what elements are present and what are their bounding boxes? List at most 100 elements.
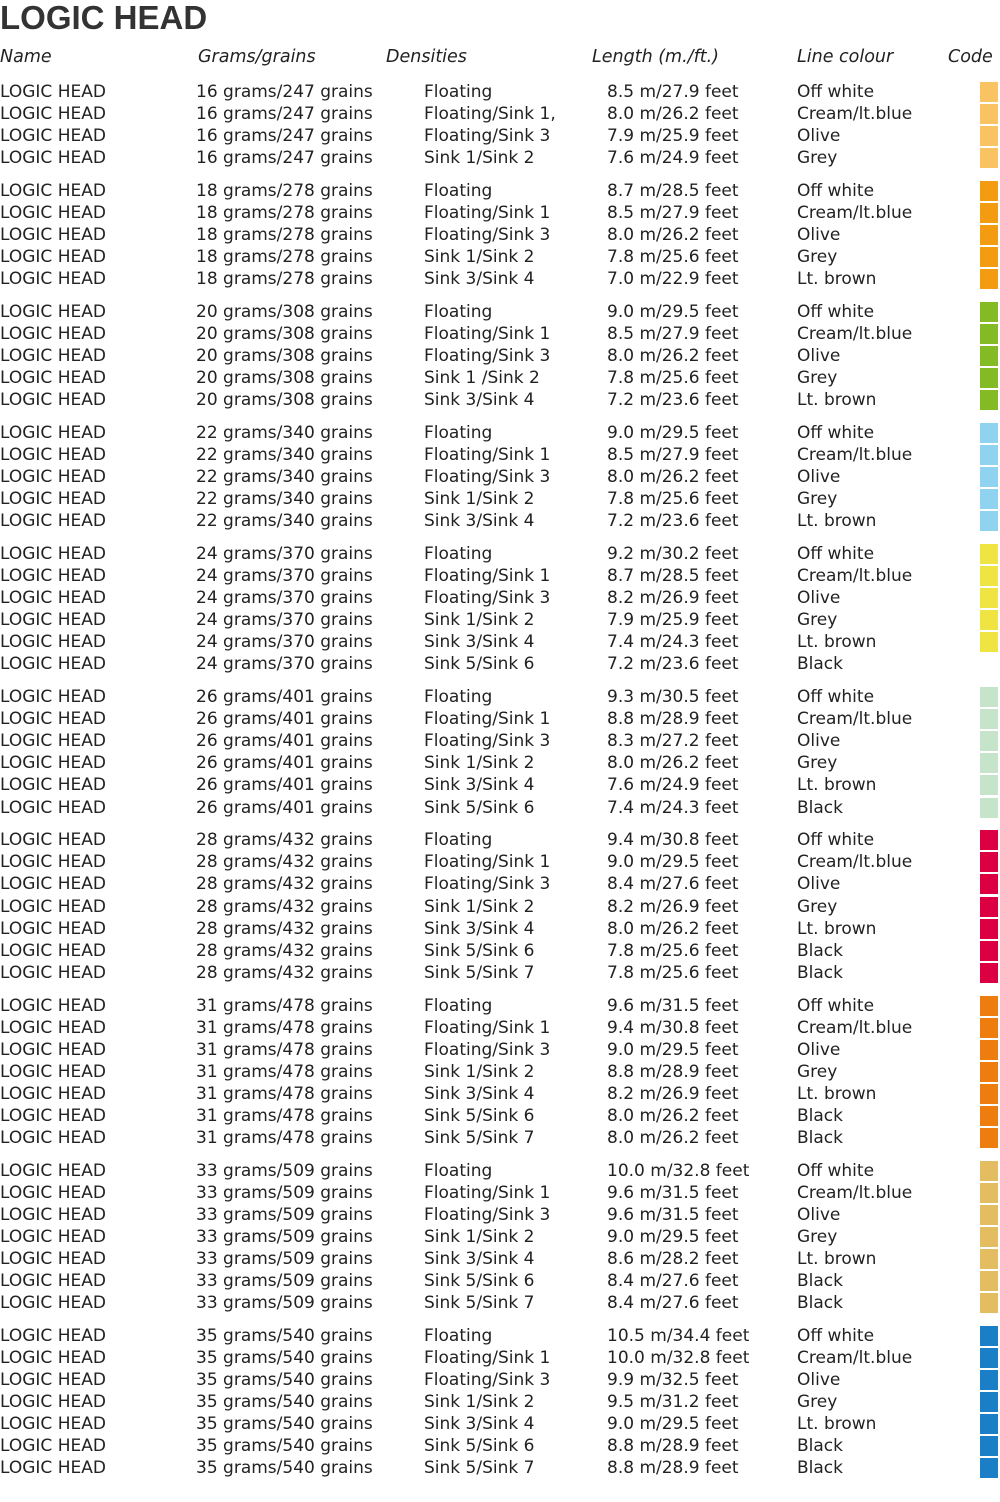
name: LOGIC HEAD: [0, 1270, 106, 1291]
length: 7.2 m/23.6 feet: [607, 654, 739, 675]
density: Sink 1/Sink 2: [424, 148, 535, 169]
line-colour: Black: [797, 797, 843, 818]
code-swatch: [980, 588, 998, 609]
line-colour: Lt. brown: [797, 511, 877, 532]
code-swatch: [980, 126, 998, 147]
line-colour: Off white: [797, 302, 875, 323]
weight: 22 grams/340 grains: [196, 511, 373, 532]
length: 9.2 m/30.2 feet: [607, 544, 739, 565]
line-colour: Cream/lt.blue: [797, 324, 913, 345]
name: LOGIC HEAD: [0, 775, 106, 796]
density: Floating/Sink 1: [424, 1182, 551, 1203]
density: Floating: [424, 423, 493, 444]
density: Floating/Sink 3: [424, 874, 551, 895]
name: LOGIC HEAD: [0, 1248, 106, 1269]
name: LOGIC HEAD: [0, 423, 106, 444]
line-colour: Grey: [797, 1226, 838, 1247]
density: Floating: [424, 181, 493, 201]
name: LOGIC HEAD: [0, 324, 106, 345]
name: LOGIC HEAD: [0, 181, 106, 201]
density: Sink 1/Sink 2: [424, 247, 535, 268]
length: 7.9 m/25.9 feet: [607, 610, 739, 631]
density: Floating/Sink 3: [424, 1204, 551, 1225]
length: 7.8 m/25.6 feet: [607, 368, 739, 389]
name: LOGIC HEAD: [0, 445, 106, 466]
line-colour: Olive: [797, 1204, 841, 1225]
code-swatch: [980, 1017, 998, 1038]
length: 9.0 m/29.5 feet: [607, 852, 739, 873]
name: LOGIC HEAD: [0, 962, 106, 983]
weight: 20 grams/308 grains: [196, 346, 373, 367]
name: LOGIC HEAD: [0, 1160, 106, 1181]
code-swatch: [980, 566, 998, 587]
line-colour: Lt. brown: [797, 918, 877, 939]
length: 7.4 m/24.3 feet: [607, 632, 739, 653]
code-swatch: [980, 225, 998, 246]
density: Floating: [424, 995, 493, 1016]
density: Floating: [424, 544, 493, 565]
name: LOGIC HEAD: [0, 544, 106, 565]
density: Floating: [424, 82, 493, 102]
density: Floating: [424, 1160, 493, 1181]
code-swatch: [980, 423, 998, 444]
length: 10.0 m/32.8 feet: [607, 1160, 750, 1181]
density: Sink 5/Sink 6: [424, 797, 535, 818]
length: 9.9 m/32.5 feet: [607, 1369, 739, 1390]
code-swatch: [980, 269, 998, 290]
length: 8.4 m/27.6 feet: [607, 1292, 739, 1313]
weight: 22 grams/340 grains: [196, 423, 373, 444]
length: 9.0 m/29.5 feet: [607, 423, 739, 444]
column-header: Code: [948, 47, 993, 67]
density: Floating/Sink 1: [424, 445, 551, 466]
density: Sink 3/Sink 4: [424, 511, 535, 532]
density: Sink 5/Sink 7: [424, 1292, 535, 1313]
density: Floating: [424, 302, 493, 323]
weight: 18 grams/278 grains: [196, 269, 373, 290]
weight: 31 grams/478 grains: [196, 1017, 373, 1038]
weight: 33 grams/509 grains: [196, 1248, 373, 1269]
line-colour: Grey: [797, 610, 838, 631]
code-swatch: [980, 632, 998, 653]
code-swatch: [980, 324, 998, 345]
code-swatch: [980, 1182, 998, 1203]
weight: 28 grams/432 grains: [196, 874, 373, 895]
line-colour: Black: [797, 962, 843, 983]
density: Sink 5/Sink 6: [424, 1105, 535, 1126]
length: 9.6 m/31.5 feet: [607, 1204, 739, 1225]
weight: 28 grams/432 grains: [196, 830, 373, 851]
code-swatch: [980, 962, 998, 983]
line-colour: Black: [797, 1458, 843, 1479]
density: Sink 1/Sink 2: [424, 753, 535, 774]
length: 9.6 m/31.5 feet: [607, 1182, 739, 1203]
name: LOGIC HEAD: [0, 588, 106, 609]
weight: 28 grams/432 grains: [196, 962, 373, 983]
line-colour: Olive: [797, 588, 841, 609]
length: 9.6 m/31.5 feet: [607, 995, 739, 1016]
density: Floating/Sink 1: [424, 852, 551, 873]
length: 8.5 m/27.9 feet: [607, 203, 739, 224]
weight: 28 grams/432 grains: [196, 852, 373, 873]
weight: 31 grams/478 grains: [196, 1105, 373, 1126]
line-colour: Black: [797, 1292, 843, 1313]
length: 7.8 m/25.6 feet: [607, 247, 739, 268]
line-colour: Cream/lt.blue: [797, 852, 913, 873]
code-swatch: [980, 1226, 998, 1247]
weight: 26 grams/401 grains: [196, 775, 373, 796]
code-swatch: [980, 830, 998, 851]
weight: 16 grams/247 grains: [196, 104, 373, 125]
line-colour: Olive: [797, 225, 841, 246]
code-swatch: [980, 1105, 998, 1126]
weight: 35 grams/540 grains: [196, 1325, 373, 1346]
density: Sink 5/Sink 6: [424, 654, 535, 675]
weight: 35 grams/540 grains: [196, 1369, 373, 1390]
line-colour: Cream/lt.blue: [797, 709, 913, 730]
density: Floating/Sink 3: [424, 588, 551, 609]
column-header: Name: [0, 47, 52, 67]
weight: 33 grams/509 grains: [196, 1292, 373, 1313]
name: LOGIC HEAD: [0, 896, 106, 917]
length: 8.8 m/28.9 feet: [607, 1458, 739, 1479]
name: LOGIC HEAD: [0, 1391, 106, 1412]
name: LOGIC HEAD: [0, 940, 106, 961]
density: Sink 1/Sink 2: [424, 896, 535, 917]
length: 8.4 m/27.6 feet: [607, 874, 739, 895]
